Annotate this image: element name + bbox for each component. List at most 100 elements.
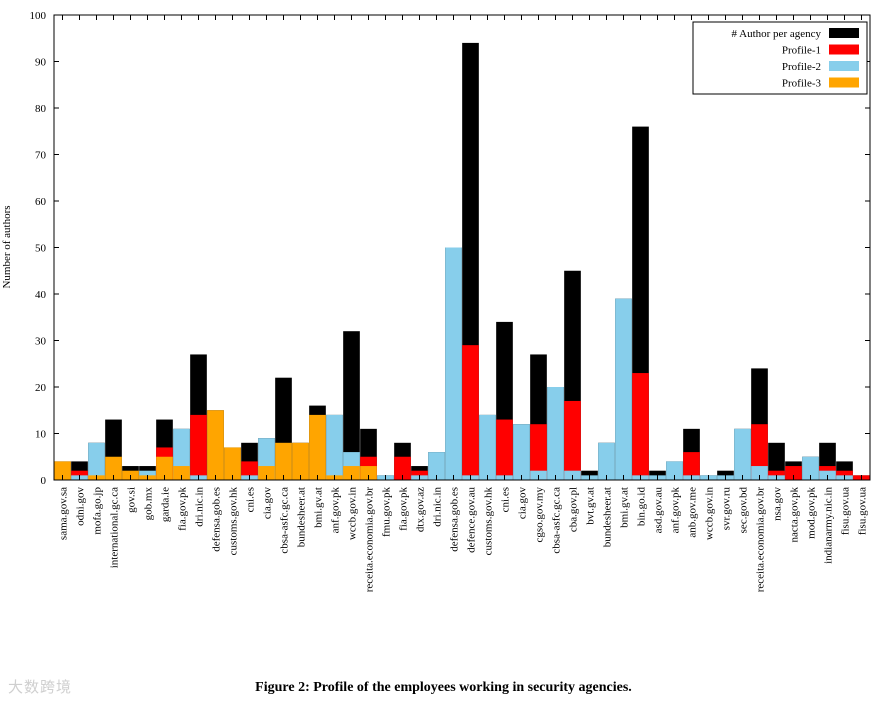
y-tick-label: 10 (35, 429, 47, 441)
bar-profile-3 (173, 466, 190, 480)
x-tick-label: sama.gov.sa (58, 487, 70, 540)
y-axis-label: Number of authors (1, 205, 13, 288)
plot-frame (53, 14, 871, 481)
x-tick-label: anf.gov.pk (330, 487, 342, 534)
bar-profile-1 (530, 424, 547, 480)
x-tick-label: svr.gov.ru (721, 487, 733, 531)
x-tick-label: defensa.gob.es (211, 487, 223, 552)
bar-profile-2 (598, 442, 615, 480)
bar-profile-3 (292, 442, 309, 480)
x-tick-label: defensa.gob.es (449, 487, 461, 552)
bar-profile-2 (734, 428, 751, 480)
x-tick-label: international.gc.ca (109, 487, 121, 568)
x-tick-label: bmi.gv.at (313, 487, 325, 528)
x-tick-label: indianarmy.nic.in (823, 487, 835, 564)
bar-profile-1 (462, 345, 479, 480)
x-tick-label: cbsa-asfc.gc.ca (551, 487, 563, 554)
y-tick-label: 100 (30, 10, 47, 22)
x-tick-label: bin.go.id (636, 487, 648, 527)
chart: 0 10 20 30 40 50 60 70 80 90 100 sama.gov.sa odni.g… (1, 10, 871, 592)
bar-profile-3 (207, 410, 224, 480)
legend-label: Profile-1 (782, 45, 821, 57)
x-tick-label: anb.gov.me (687, 487, 699, 538)
x-tick-label: wccb.gov.in (704, 487, 716, 541)
legend-label: Profile-3 (782, 78, 822, 90)
bar-profile-2 (802, 456, 819, 480)
bar-profile-3 (105, 456, 122, 480)
legend-swatch (829, 77, 859, 88)
bar-profile-2 (615, 298, 632, 480)
x-tick-label: customs.gov.hk (483, 487, 495, 556)
y-tick-label: 60 (35, 196, 47, 208)
bar-profile-1 (394, 456, 411, 480)
x-tick-label: dtx.gov.az (415, 487, 427, 532)
x-tick-label: customs.gov.hk (228, 487, 240, 556)
legend-label: # Author per agency (732, 28, 822, 40)
bar-profile-1 (632, 373, 649, 480)
bar-profile-3 (275, 442, 292, 480)
x-tick-label: mod.gov.pk (806, 487, 818, 539)
x-tick-label: bvt.gv.at (585, 487, 597, 525)
x-tick-label: dri.nic.in (194, 487, 206, 527)
y-tick-label: 80 (35, 103, 47, 115)
legend: # Author per agency Profile-1 Profile-2 Pro… (692, 21, 868, 95)
bar-profile-3 (156, 456, 173, 480)
y-tick-label: 0 (41, 475, 47, 487)
legend-swatch (829, 28, 859, 38)
x-tick-label: bmi.gv.at (619, 487, 631, 528)
bar-profile-2 (326, 414, 343, 480)
x-tick-label: cgso.gov.my (534, 487, 546, 543)
bar-profile-1 (683, 452, 700, 480)
bar-profile-3 (309, 414, 326, 480)
bar-profile-3 (360, 466, 377, 480)
x-tick-label: wccb.gov.in (347, 487, 359, 541)
x-tick-label: dri.nic.in (432, 487, 444, 527)
bar-profile-3 (258, 466, 275, 480)
bar-profile-2 (666, 461, 683, 480)
bar-profile-2 (428, 452, 445, 480)
x-tick-label: receita.economia.gov.br (364, 487, 376, 593)
x-tick-label: fia.gov.pk (177, 487, 189, 531)
x-axis: sama.gov.sa odni.gov mofa.go.jp internation… (58, 15, 869, 592)
x-tick-label: anf.gov.pk (670, 487, 682, 534)
bar-profile-2 (751, 466, 768, 480)
x-tick-label: cia.gov (262, 487, 274, 520)
bar-profile-1 (785, 466, 802, 480)
watermark: 大数跨境 (8, 678, 73, 696)
x-tick-label: garda.ie (160, 487, 172, 522)
y-tick-label: 90 (35, 57, 47, 69)
bar-profile-1 (496, 419, 513, 480)
bar-profile-1 (190, 414, 207, 480)
x-tick-label: fmu.gov.pk (381, 487, 393, 538)
y-tick-label: 50 (35, 243, 47, 255)
y-tick-label: 40 (35, 289, 47, 301)
x-tick-label: cia.gov (517, 487, 529, 520)
x-tick-label: gov.si (126, 487, 138, 513)
x-tick-label: sec.gov.bd (738, 487, 750, 534)
bar-profile-2 (513, 424, 530, 480)
x-tick-label: cni.es (245, 487, 257, 512)
x-tick-label: mofa.go.jp (92, 487, 104, 535)
x-tick-label: cba.gov.pl (568, 487, 580, 532)
legend-label: Profile-2 (782, 61, 821, 73)
x-tick-label: gob.mx (143, 487, 155, 521)
legend-swatch (829, 44, 859, 55)
plot-bars (54, 42, 870, 481)
figure-caption: Figure 2: Profile of the employees worki… (255, 680, 632, 695)
x-tick-label: asd.gov.au (653, 487, 665, 534)
x-tick-label: fisu.gov.ua (857, 487, 869, 535)
bar-profile-2 (445, 247, 462, 480)
x-tick-label: bundesheer.at (296, 487, 308, 547)
x-tick-label: bundesheer.at (602, 487, 614, 547)
y-tick-label: 70 (35, 150, 47, 162)
bar-profile-1 (564, 400, 581, 480)
y-tick-label: 30 (35, 336, 47, 348)
legend-swatch (829, 61, 859, 71)
x-tick-label: defence.gov.au (466, 487, 478, 553)
x-tick-label: cbsa-asfc.gc.ca (279, 487, 291, 554)
x-tick-label: fisu.gov.ua (840, 487, 852, 535)
bar-profile-3 (343, 466, 360, 480)
x-tick-label: fia.gov.pk (398, 487, 410, 531)
y-tick-label: 20 (35, 382, 47, 394)
bar-profile-2 (547, 387, 564, 480)
